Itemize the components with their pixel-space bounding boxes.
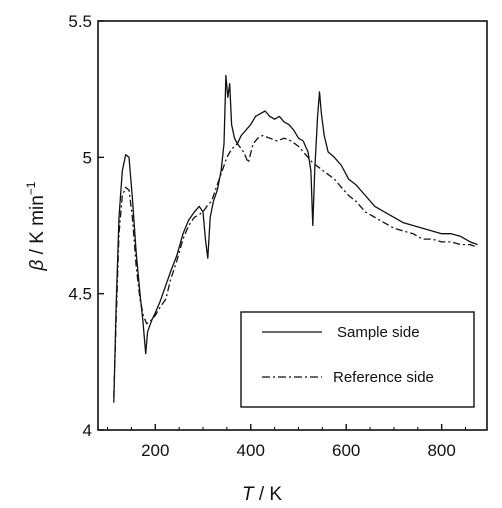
- legend: Sample side Reference side: [240, 311, 475, 408]
- x-axis-label: T / K: [242, 484, 282, 505]
- legend-box: [240, 311, 475, 408]
- plot-frame: [97, 20, 488, 431]
- x-tick-label: 800: [427, 441, 455, 460]
- legend-label-reference-side: Reference side: [333, 369, 434, 386]
- x-tick-label: 200: [141, 441, 169, 460]
- series-layer: [113, 74, 478, 403]
- y-axis-ticks: 4 4.5 5 5.5: [68, 12, 104, 440]
- x-axis-ticks: 200 400 600 800: [106, 424, 467, 460]
- x-tick-label: 400: [237, 441, 265, 460]
- y-tick-label: 5: [83, 148, 92, 167]
- legend-label-sample-side: Sample side: [337, 324, 420, 341]
- y-axis-label: β / K min−1: [24, 181, 48, 271]
- y-tick-label: 4.5: [68, 285, 92, 304]
- x-tick-label: 600: [332, 441, 360, 460]
- y-tick-label: 5.5: [68, 12, 92, 31]
- y-tick-label: 4: [83, 421, 92, 440]
- series-line-reference-side: [113, 134, 478, 398]
